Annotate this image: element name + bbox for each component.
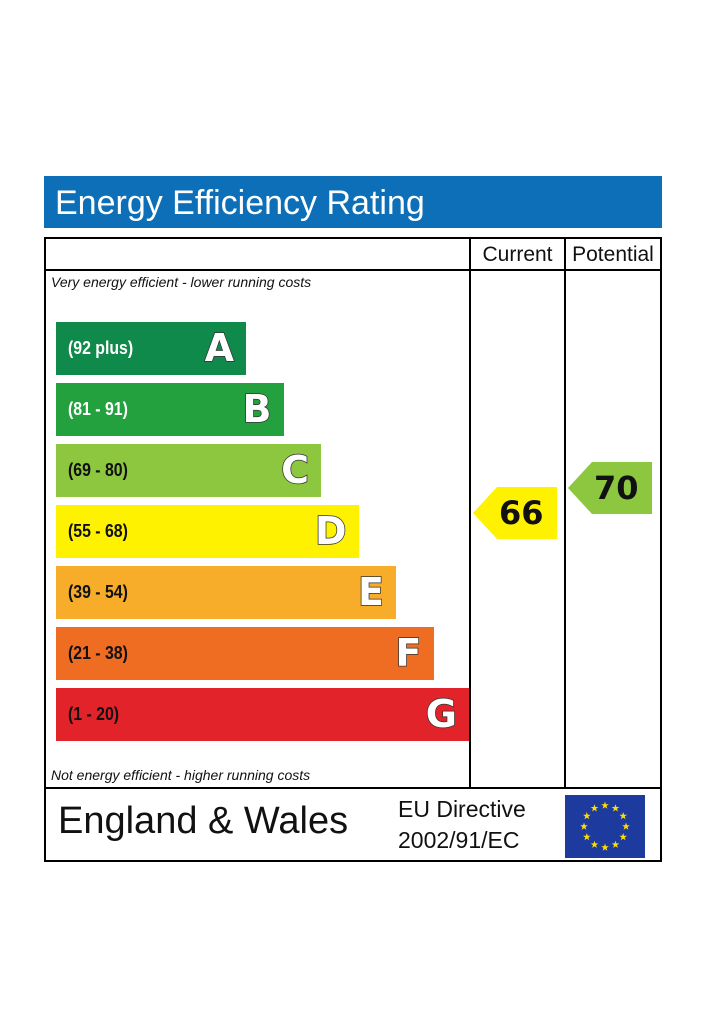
eu-star-12	[590, 804, 599, 812]
title-bar: Energy Efficiency Rating	[44, 176, 662, 228]
band-f-range: (21 - 38)	[68, 643, 128, 663]
potential-arrow-shape	[568, 462, 652, 514]
band-g-letter: G	[425, 691, 458, 737]
eu-star-2	[611, 804, 620, 812]
current-rating-arrow: 66	[473, 487, 557, 539]
band-c: (69 - 80) C	[56, 444, 321, 497]
eu-star-8	[590, 840, 599, 848]
band-a-range: (92 plus)	[68, 338, 134, 358]
band-a-letter: A	[204, 325, 235, 371]
eu-star-1	[601, 801, 609, 809]
band-e-range: (39 - 54)	[68, 582, 128, 602]
band-f-letter: F	[395, 630, 422, 676]
eu-flag-stars	[580, 801, 630, 851]
band-a: (92 plus) A	[56, 322, 246, 375]
eu-star-4	[622, 822, 630, 830]
band-b-letter: B	[242, 386, 272, 432]
band-b-range: (81 - 91)	[68, 399, 128, 419]
band-g-range: (1 - 20)	[68, 704, 120, 724]
eu-star-7	[601, 843, 609, 851]
band-c-range: (69 - 80)	[68, 460, 128, 480]
bottom-note: Not energy efficient - higher running co…	[51, 767, 311, 783]
band-d: (55 - 68) D	[56, 505, 359, 558]
eu-star-11	[583, 812, 591, 820]
eu-star-10	[580, 822, 588, 830]
band-e-letter: E	[357, 569, 384, 615]
footer-directive-line1: EU Directive	[398, 796, 526, 822]
eu-star-6	[611, 840, 620, 848]
potential-column-header: Potential	[572, 243, 654, 266]
current-column-header: Current	[482, 243, 553, 266]
potential-column-divider	[564, 237, 566, 789]
potential-rating-arrow: 70	[568, 462, 652, 514]
potential-rating-value: 70	[594, 469, 639, 507]
chart-frame	[44, 237, 662, 862]
chart-title: Energy Efficiency Rating	[55, 184, 425, 222]
current-arrow-polygon	[473, 487, 557, 539]
band-f: (21 - 38) F	[56, 627, 434, 680]
header-divider	[44, 269, 662, 271]
top-note: Very energy efficient - lower running co…	[51, 274, 312, 290]
footer-directive-line2: 2002/91/EC	[398, 827, 520, 853]
band-c-letter: C	[280, 447, 309, 493]
eu-flag-icon	[565, 795, 645, 858]
band-d-letter: D	[314, 508, 347, 554]
current-rating-value: 66	[499, 494, 544, 532]
eu-star-9	[583, 833, 591, 841]
band-g: (1 - 20) G	[56, 688, 469, 741]
current-arrow-shape	[473, 487, 557, 539]
eu-star-5	[619, 833, 627, 841]
footer-divider	[44, 787, 662, 789]
footer-country: England & Wales	[58, 800, 349, 842]
potential-arrow-polygon	[568, 462, 652, 514]
current-column-divider	[469, 237, 471, 789]
eu-star-3	[619, 812, 627, 820]
band-e: (39 - 54) E	[56, 566, 396, 619]
band-b: (81 - 91) B	[56, 383, 284, 436]
band-d-range: (55 - 68)	[68, 521, 128, 541]
